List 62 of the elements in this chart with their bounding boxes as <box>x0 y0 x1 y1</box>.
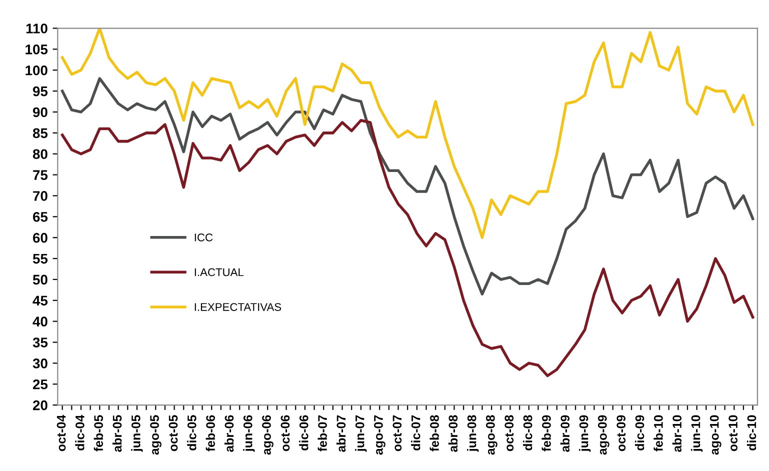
x-tick-label: dic-06 <box>299 415 308 450</box>
x-tick-label: abr-09 <box>560 415 570 452</box>
y-tick-label: 85 <box>32 128 48 138</box>
legend-label: I.EXPECTATIVAS <box>194 303 282 311</box>
x-tick-label: oct-10 <box>728 415 738 452</box>
x-tick-label: dic-09 <box>635 415 644 450</box>
x-tick-label: abr-05 <box>112 415 122 452</box>
y-tick-label: 40 <box>32 316 48 326</box>
line-series <box>60 77 754 296</box>
x-tick-label: dic-08 <box>523 415 532 450</box>
x-tick-label: oct-06 <box>280 415 290 452</box>
x-tick-label: oct-07 <box>392 415 402 452</box>
y-tick-label: 110 <box>26 24 48 34</box>
x-tick-label: ago-09 <box>598 415 610 455</box>
x-tick-label: dic-07 <box>411 415 420 450</box>
x-tick-label: feb-10 <box>654 415 663 452</box>
y-tick-label: 70 <box>33 191 48 201</box>
y-tick-label: 55 <box>32 254 48 264</box>
x-tick-label: abr-08 <box>448 415 458 452</box>
y-tick-label: 50 <box>32 274 48 285</box>
x-tick-label: ago-06 <box>262 415 274 455</box>
y-tick-label: 65 <box>33 212 48 222</box>
x-tick-label: jun-10 <box>690 415 703 452</box>
x-tick-label: oct-08 <box>504 415 514 452</box>
x-tick-label: ago-08 <box>486 415 498 455</box>
x-tick-label: ago-07 <box>374 415 386 455</box>
x-tick-label: dic-05 <box>187 415 196 450</box>
x-tick-label: ago-10 <box>710 415 722 455</box>
x-tick-label: ago-05 <box>150 415 162 455</box>
x-tick-label: oct-04 <box>56 414 66 452</box>
x-tick-label: abr-10 <box>672 415 682 452</box>
x-tick-label: feb-06 <box>206 415 215 452</box>
legend-label: I.ACTUAL <box>194 268 244 276</box>
x-tick-label: abr-06 <box>224 415 234 452</box>
y-tick-label: 90 <box>32 107 48 118</box>
x-tick-label: jun-07 <box>355 415 367 452</box>
x-tick-label: feb-09 <box>542 415 551 452</box>
y-tick-label: 25 <box>32 379 48 390</box>
x-tick-label: jun-09 <box>579 415 591 452</box>
x-tick-label: dic-04 <box>75 414 84 450</box>
x-tick-label: jun-05 <box>131 415 143 452</box>
y-tick-label: 20 <box>32 400 48 410</box>
y-tick-label: 75 <box>33 170 48 180</box>
line-series <box>60 118 754 378</box>
y-tick-label: 45 <box>32 296 48 306</box>
legend-label: ICC <box>194 233 213 242</box>
x-tick-label: jun-08 <box>467 415 479 452</box>
x-tick-label: oct-09 <box>616 415 626 452</box>
y-tick-label: 60 <box>33 232 48 243</box>
y-tick-label: 100 <box>26 65 48 76</box>
y-tick-label: 30 <box>32 358 48 368</box>
x-tick-label: feb-07 <box>318 415 327 452</box>
y-tick-label: 80 <box>32 149 48 160</box>
x-tick-label: dic-10 <box>746 415 756 450</box>
y-tick-label: 105 <box>26 44 48 54</box>
x-tick-label: abr-07 <box>336 415 346 452</box>
x-tick-label: oct-05 <box>168 415 178 452</box>
x-tick-label: jun-06 <box>243 415 255 452</box>
x-tick-label: feb-05 <box>94 415 104 452</box>
y-tick-label: 95 <box>32 86 48 96</box>
y-tick-label: 35 <box>32 338 48 348</box>
x-tick-label: feb-08 <box>430 415 439 452</box>
